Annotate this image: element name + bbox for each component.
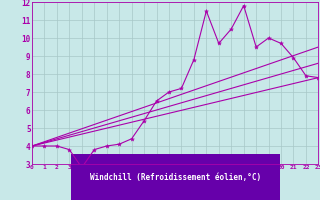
X-axis label: Windchill (Refroidissement éolien,°C): Windchill (Refroidissement éolien,°C)	[90, 173, 261, 182]
